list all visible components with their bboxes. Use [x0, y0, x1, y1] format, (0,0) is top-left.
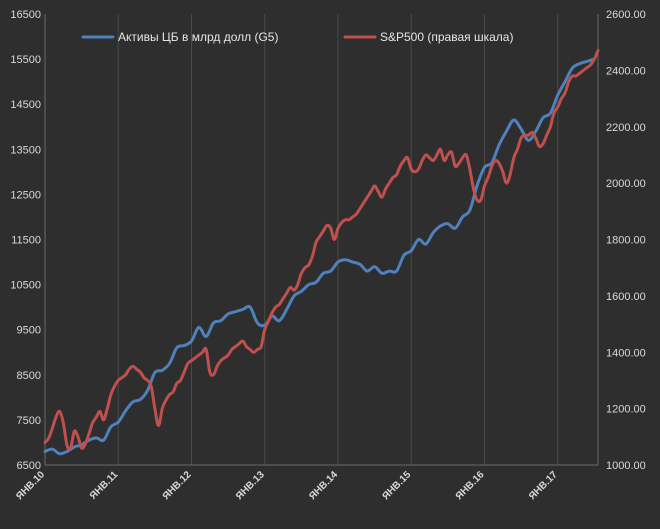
y-left-tick-label: 10500 [10, 280, 41, 292]
grid [44, 14, 559, 465]
y-left-tick-label: 15500 [10, 54, 41, 66]
legend-label-sp500: S&P500 (правая шкала) [380, 30, 513, 44]
y-left-tick-label: 9500 [17, 325, 41, 337]
y-left-tick-label: 11500 [11, 235, 41, 247]
legend: Активы ЦБ в млрд долл (G5) S&P500 (права… [81, 30, 513, 44]
legend-label-assets: Активы ЦБ в млрд долл (G5) [118, 30, 278, 44]
y-right-tick-label: 2400.00 [606, 65, 646, 77]
series-line-assets [43, 57, 596, 456]
y-right-tick-label: 1800.00 [606, 235, 646, 247]
y-right-tick-label: 2600.00 [606, 9, 646, 21]
y-left-tick-label: 12500 [10, 189, 41, 201]
y-left-tick-label: 13500 [10, 144, 41, 156]
series [43, 49, 600, 456]
y-left-tick-label: 8500 [17, 370, 41, 382]
y-left-tick-label: 7500 [17, 415, 41, 427]
y-right-tick-label: 1000.00 [606, 460, 646, 472]
y-right-tick-label: 1600.00 [606, 291, 646, 303]
series-line-sp500 [43, 49, 600, 451]
y-right-tick-label: 1400.00 [606, 347, 646, 359]
y-left-tick-label: 6500 [17, 460, 41, 472]
y-left-tick-label: 14500 [10, 99, 41, 111]
y-right-tick-label: 1200.00 [606, 404, 646, 416]
y-right-tick-label: 2200.00 [606, 122, 646, 134]
y-right-tick-label: 2000.00 [606, 178, 646, 190]
y-left-tick-label: 16500 [10, 9, 41, 21]
